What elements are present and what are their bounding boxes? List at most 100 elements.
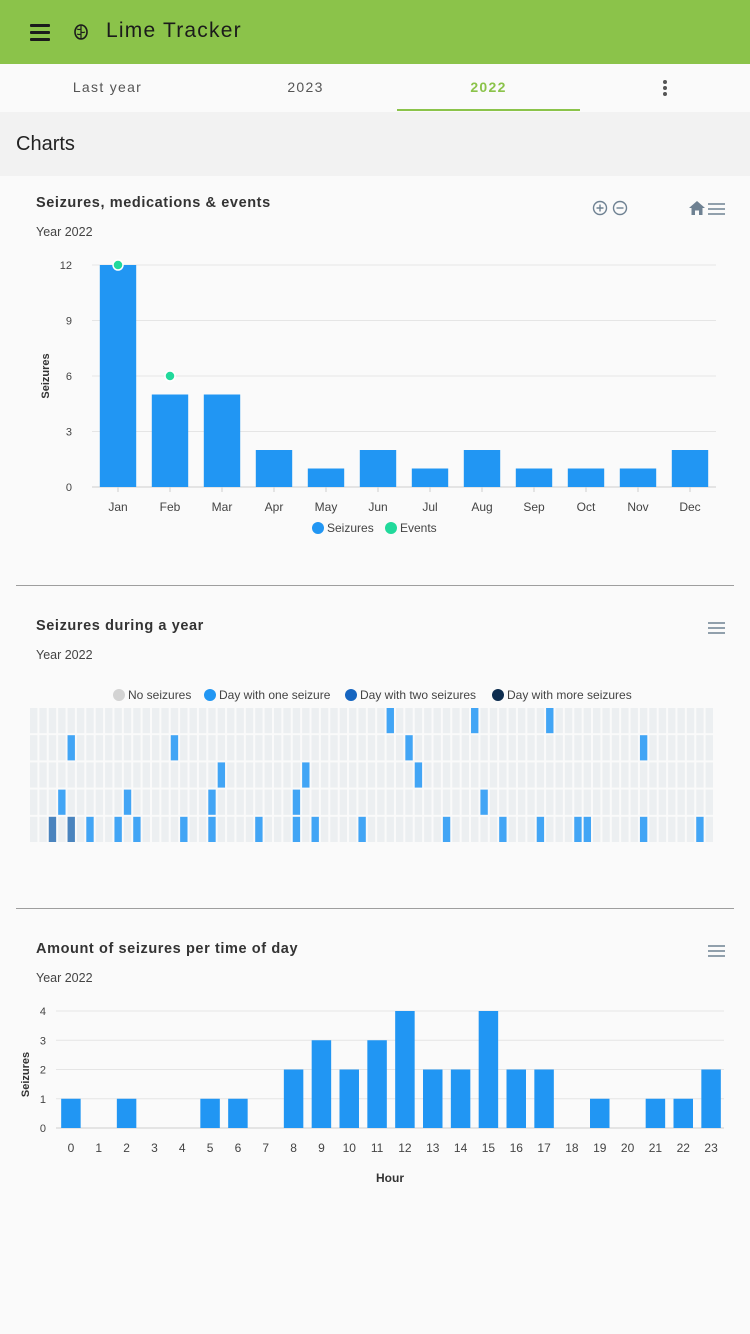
heatmap-cell xyxy=(264,816,272,842)
heatmap-cell xyxy=(292,708,301,734)
bar xyxy=(506,1069,526,1128)
tab-2022[interactable]: 2022 xyxy=(397,64,580,112)
divider xyxy=(16,908,734,909)
heatmap-cell xyxy=(320,762,329,788)
heatmap-cell-seizure xyxy=(574,816,582,842)
heatmap-cell xyxy=(245,708,254,734)
heatmap-cell xyxy=(236,708,244,734)
heatmap-cell xyxy=(658,816,667,842)
bar xyxy=(515,468,553,487)
zoom-in-icon[interactable] xyxy=(592,200,608,216)
tab-last-year[interactable]: Last year xyxy=(72,79,143,95)
zoom-out-icon[interactable] xyxy=(612,200,628,216)
heatmap-cell xyxy=(245,735,254,761)
heatmap-cell xyxy=(583,735,592,761)
menu-icon[interactable] xyxy=(30,24,50,41)
heatmap-cell xyxy=(452,789,460,815)
heatmap-cell xyxy=(320,816,329,842)
heatmap-cell xyxy=(217,735,226,761)
heatmap-cell xyxy=(630,762,638,788)
heatmap-cell xyxy=(189,762,197,788)
heatmap-cell xyxy=(677,735,685,761)
heatmap-cell xyxy=(583,762,592,788)
heatmap-cell xyxy=(574,708,582,734)
heatmap-cell xyxy=(67,789,75,815)
heatmap-cell xyxy=(367,789,376,815)
heatmap-cell-seizure xyxy=(499,816,507,842)
heatmap-cell xyxy=(555,735,563,761)
heatmap-cell-seizure xyxy=(170,735,179,761)
heatmap-cell xyxy=(499,735,507,761)
heatmap-cell xyxy=(564,762,573,788)
heatmap-cell xyxy=(189,816,197,842)
heatmap-cell xyxy=(39,762,47,788)
event-point xyxy=(112,259,124,271)
heatmap-cell xyxy=(611,735,620,761)
heatmap-cell xyxy=(471,735,479,761)
heatmap-cell xyxy=(142,762,150,788)
home-icon[interactable] xyxy=(688,200,706,216)
heatmap-cell xyxy=(527,762,535,788)
heatmap-cell xyxy=(236,789,244,815)
heatmap-cell xyxy=(189,789,197,815)
heatmap-cell xyxy=(546,789,554,815)
heatmap-cell-seizure xyxy=(58,789,66,815)
heatmap-cell xyxy=(161,762,169,788)
x-tick-label: 3 xyxy=(151,1141,158,1155)
heatmap-cell xyxy=(555,789,563,815)
tab-2023[interactable]: 2023 xyxy=(287,79,324,95)
heatmap-cell xyxy=(414,789,423,815)
heatmap-cell xyxy=(621,816,629,842)
more-vert-icon[interactable] xyxy=(655,80,675,98)
heatmap-cell xyxy=(424,762,432,788)
heatmap-cell xyxy=(39,708,47,734)
heatmap-cell xyxy=(283,735,291,761)
heatmap-cell xyxy=(339,789,348,815)
heatmap-cell xyxy=(58,816,66,842)
heatmap-cell xyxy=(489,816,498,842)
heatmap-cell xyxy=(39,735,47,761)
x-tick-label: 0 xyxy=(68,1141,75,1155)
heatmap-cell xyxy=(142,708,150,734)
heatmap-cell xyxy=(433,762,441,788)
heatmap-cell xyxy=(377,708,385,734)
heatmap-cell xyxy=(302,735,310,761)
heatmap-cell xyxy=(105,762,113,788)
heatmap-cell xyxy=(527,708,535,734)
heatmap-cell xyxy=(30,735,38,761)
heatmap-cell xyxy=(386,789,394,815)
legend-marker-one xyxy=(204,689,216,701)
heatmap-cell xyxy=(630,816,638,842)
heatmap-cell xyxy=(264,789,272,815)
divider xyxy=(16,585,734,586)
heatmap-cell-seizure xyxy=(114,816,122,842)
bar xyxy=(411,468,449,487)
chart-menu-icon-heatmap[interactable] xyxy=(708,621,725,635)
heatmap-cell xyxy=(217,816,226,842)
heatmap-cell xyxy=(564,816,573,842)
heatmap-cell-seizure xyxy=(67,816,75,842)
heatmap-cell-seizure xyxy=(442,816,451,842)
heatmap-cell xyxy=(349,762,357,788)
heatmap-cell xyxy=(630,789,638,815)
heatmap-cell xyxy=(208,708,216,734)
heatmap-cell xyxy=(349,789,357,815)
heatmap-cell xyxy=(705,708,713,734)
heatmap-cell xyxy=(508,708,516,734)
heatmap-cell xyxy=(170,708,179,734)
y-tick-label: 1 xyxy=(40,1094,46,1106)
heatmap-cell xyxy=(105,735,113,761)
heatmap-cell xyxy=(133,735,141,761)
heatmap-cell xyxy=(236,816,244,842)
heatmap-cell xyxy=(377,789,385,815)
chart-menu-icon-hourly[interactable] xyxy=(708,944,725,958)
bar xyxy=(619,468,657,487)
heatmap-cell xyxy=(395,708,404,734)
chart-seizures-monthly: 0 3 6 9 12 Seizures Jan Feb Mar Apr May Jun Jul Aug Se… xyxy=(40,259,716,535)
heatmap-cell xyxy=(480,708,488,734)
chart-menu-icon-monthly[interactable] xyxy=(708,202,725,216)
heatmap-cell xyxy=(555,816,563,842)
heatmap-cell xyxy=(123,762,132,788)
heatmap-cell xyxy=(189,708,197,734)
heatmap-cell xyxy=(395,762,404,788)
